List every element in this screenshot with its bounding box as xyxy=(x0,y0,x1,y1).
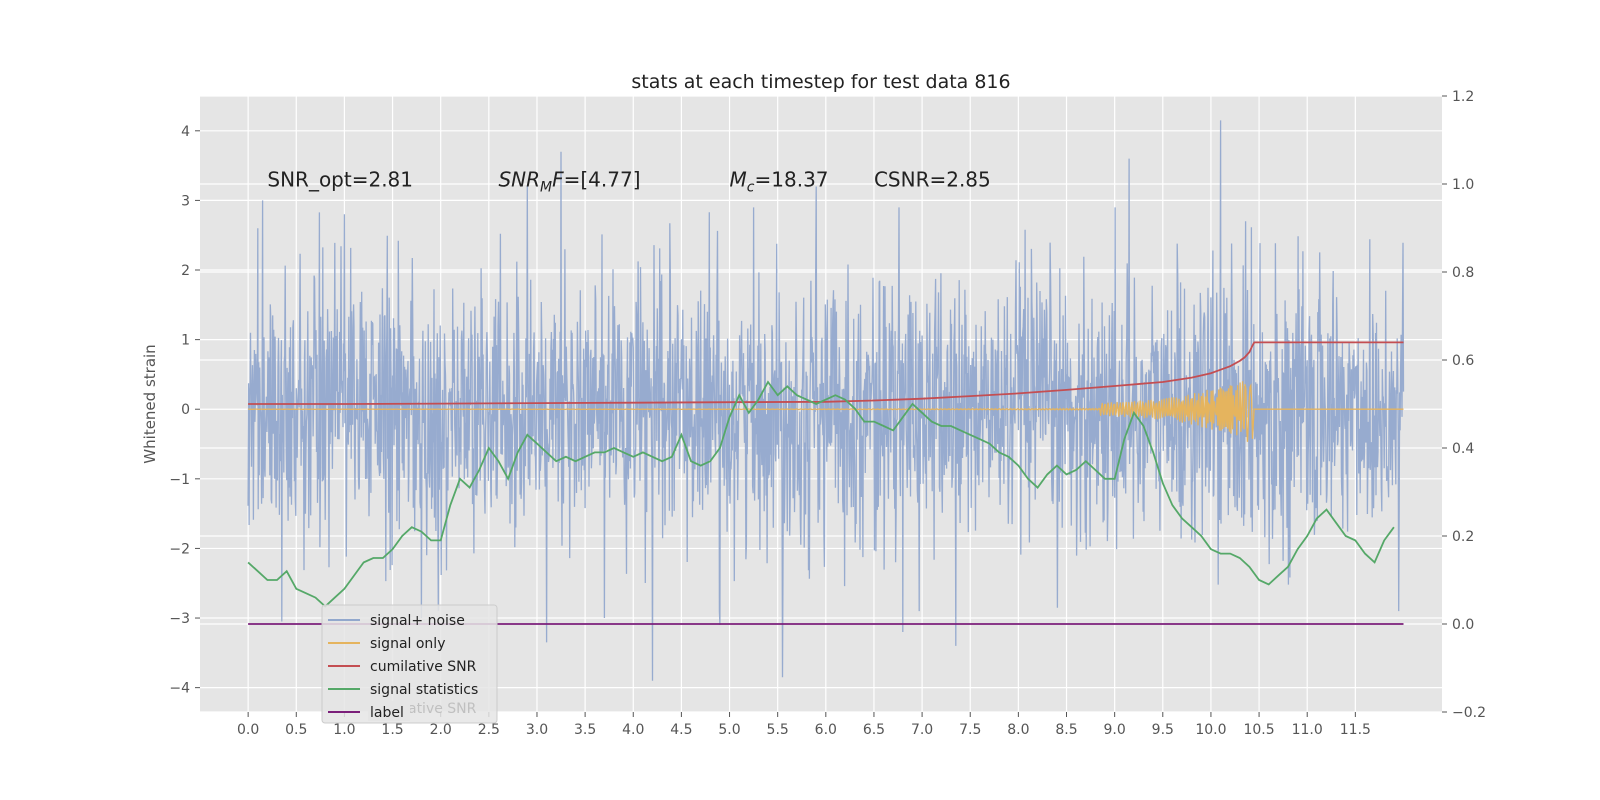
x-tick-label-16: 8.0 xyxy=(1007,722,1029,738)
x-tick-label-7: 3.5 xyxy=(574,722,596,738)
x-tick-label-18: 9.0 xyxy=(1104,722,1126,738)
axes: 0.0 0.5 1.0 1.5 2.0 2.5 3.0 3.5 4.0 4.5 5.0 5.5 6.0 6… xyxy=(169,89,1486,738)
annotation-0: SNR_opt=2.81 xyxy=(267,168,413,192)
y-right-tick-label-4: 0.6 xyxy=(1452,353,1474,369)
x-tick-label-20: 10.0 xyxy=(1195,722,1226,738)
y-right-tick-label-7: 1.2 xyxy=(1452,89,1474,105)
x-tick-label-17: 8.5 xyxy=(1055,722,1077,738)
y-tick-label-8: 4 xyxy=(181,124,190,140)
y-tick-label-7: 3 xyxy=(181,193,190,209)
legend-label-0: signal+ noise xyxy=(370,613,465,629)
annotation-2: Mc=18.37 xyxy=(730,168,829,196)
legend-label-bg xyxy=(368,701,410,721)
x-tick-label-12: 6.0 xyxy=(815,722,837,738)
x-tick-label-11: 5.5 xyxy=(767,722,789,738)
y-right-tick-label-0: −0.2 xyxy=(1452,705,1486,721)
x-tick-label-5: 2.5 xyxy=(478,722,500,738)
series-signal-noise xyxy=(247,120,1405,681)
signal-statistics-line xyxy=(247,380,1395,608)
y-right-tick-label-5: 0.8 xyxy=(1452,265,1474,281)
y-tick-label-1: −3 xyxy=(169,611,190,627)
y-right-tick-label-1: 0.0 xyxy=(1452,617,1474,633)
legend-label-2: cumilative SNR xyxy=(370,659,477,675)
y-tick-label-2: −2 xyxy=(169,541,190,557)
legend-label-4: label xyxy=(370,705,404,721)
x-tick-label-22: 11.0 xyxy=(1292,722,1323,738)
y-right-tick-label-3: 0.4 xyxy=(1452,441,1474,457)
y-tick-label-6: 2 xyxy=(181,263,190,279)
annotation-1: SNRMF=[4.77] xyxy=(498,168,640,196)
legend-label-3: signal statistics xyxy=(370,682,478,698)
x-tick-label-9: 4.5 xyxy=(670,722,692,738)
annotations: SNR_opt=2.81 SNRMF=[4.77] Mc=18.37 CSNR=2.8… xyxy=(267,168,990,196)
cumilative-snr-line xyxy=(248,341,1404,405)
signal-noise-line xyxy=(247,120,1405,681)
x-tick-label-21: 10.5 xyxy=(1243,722,1274,738)
chart-title: stats at each timestep for test data 816 xyxy=(631,71,1010,93)
y-tick-label-3: −1 xyxy=(169,472,190,488)
x-tick-label-6: 3.0 xyxy=(526,722,548,738)
y-right-tick-label-6: 1.0 xyxy=(1452,177,1474,193)
x-tick-label-3: 1.5 xyxy=(381,722,403,738)
y-right-tick-label-2: 0.2 xyxy=(1452,529,1474,545)
y-tick-label-0: −4 xyxy=(169,681,190,697)
x-tick-label-2: 1.0 xyxy=(333,722,355,738)
x-tick-label-14: 7.0 xyxy=(911,722,933,738)
signal-only-line xyxy=(248,381,1404,442)
y-tick-label-5: 1 xyxy=(181,333,190,349)
legend-box xyxy=(321,604,498,724)
x-tick-label-0: 0.0 xyxy=(237,722,259,738)
x-tick-label-1: 0.5 xyxy=(285,722,307,738)
x-tick-label-8: 4.0 xyxy=(622,722,644,738)
y-axis-label: Whitened strain xyxy=(141,344,159,463)
x-tick-label-4: 2.0 xyxy=(430,722,452,738)
series-signal-only xyxy=(248,381,1404,442)
x-tick-label-19: 9.5 xyxy=(1152,722,1174,738)
x-tick-label-15: 7.5 xyxy=(959,722,981,738)
x-tick-label-13: 6.5 xyxy=(863,722,885,738)
x-tick-label-23: 11.5 xyxy=(1340,722,1371,738)
legend-label-1: signal only xyxy=(370,636,445,652)
annotation-3: CSNR=2.85 xyxy=(874,168,991,192)
x-tick-label-10: 5.0 xyxy=(718,722,740,738)
y-tick-label-4: 0 xyxy=(181,402,190,418)
